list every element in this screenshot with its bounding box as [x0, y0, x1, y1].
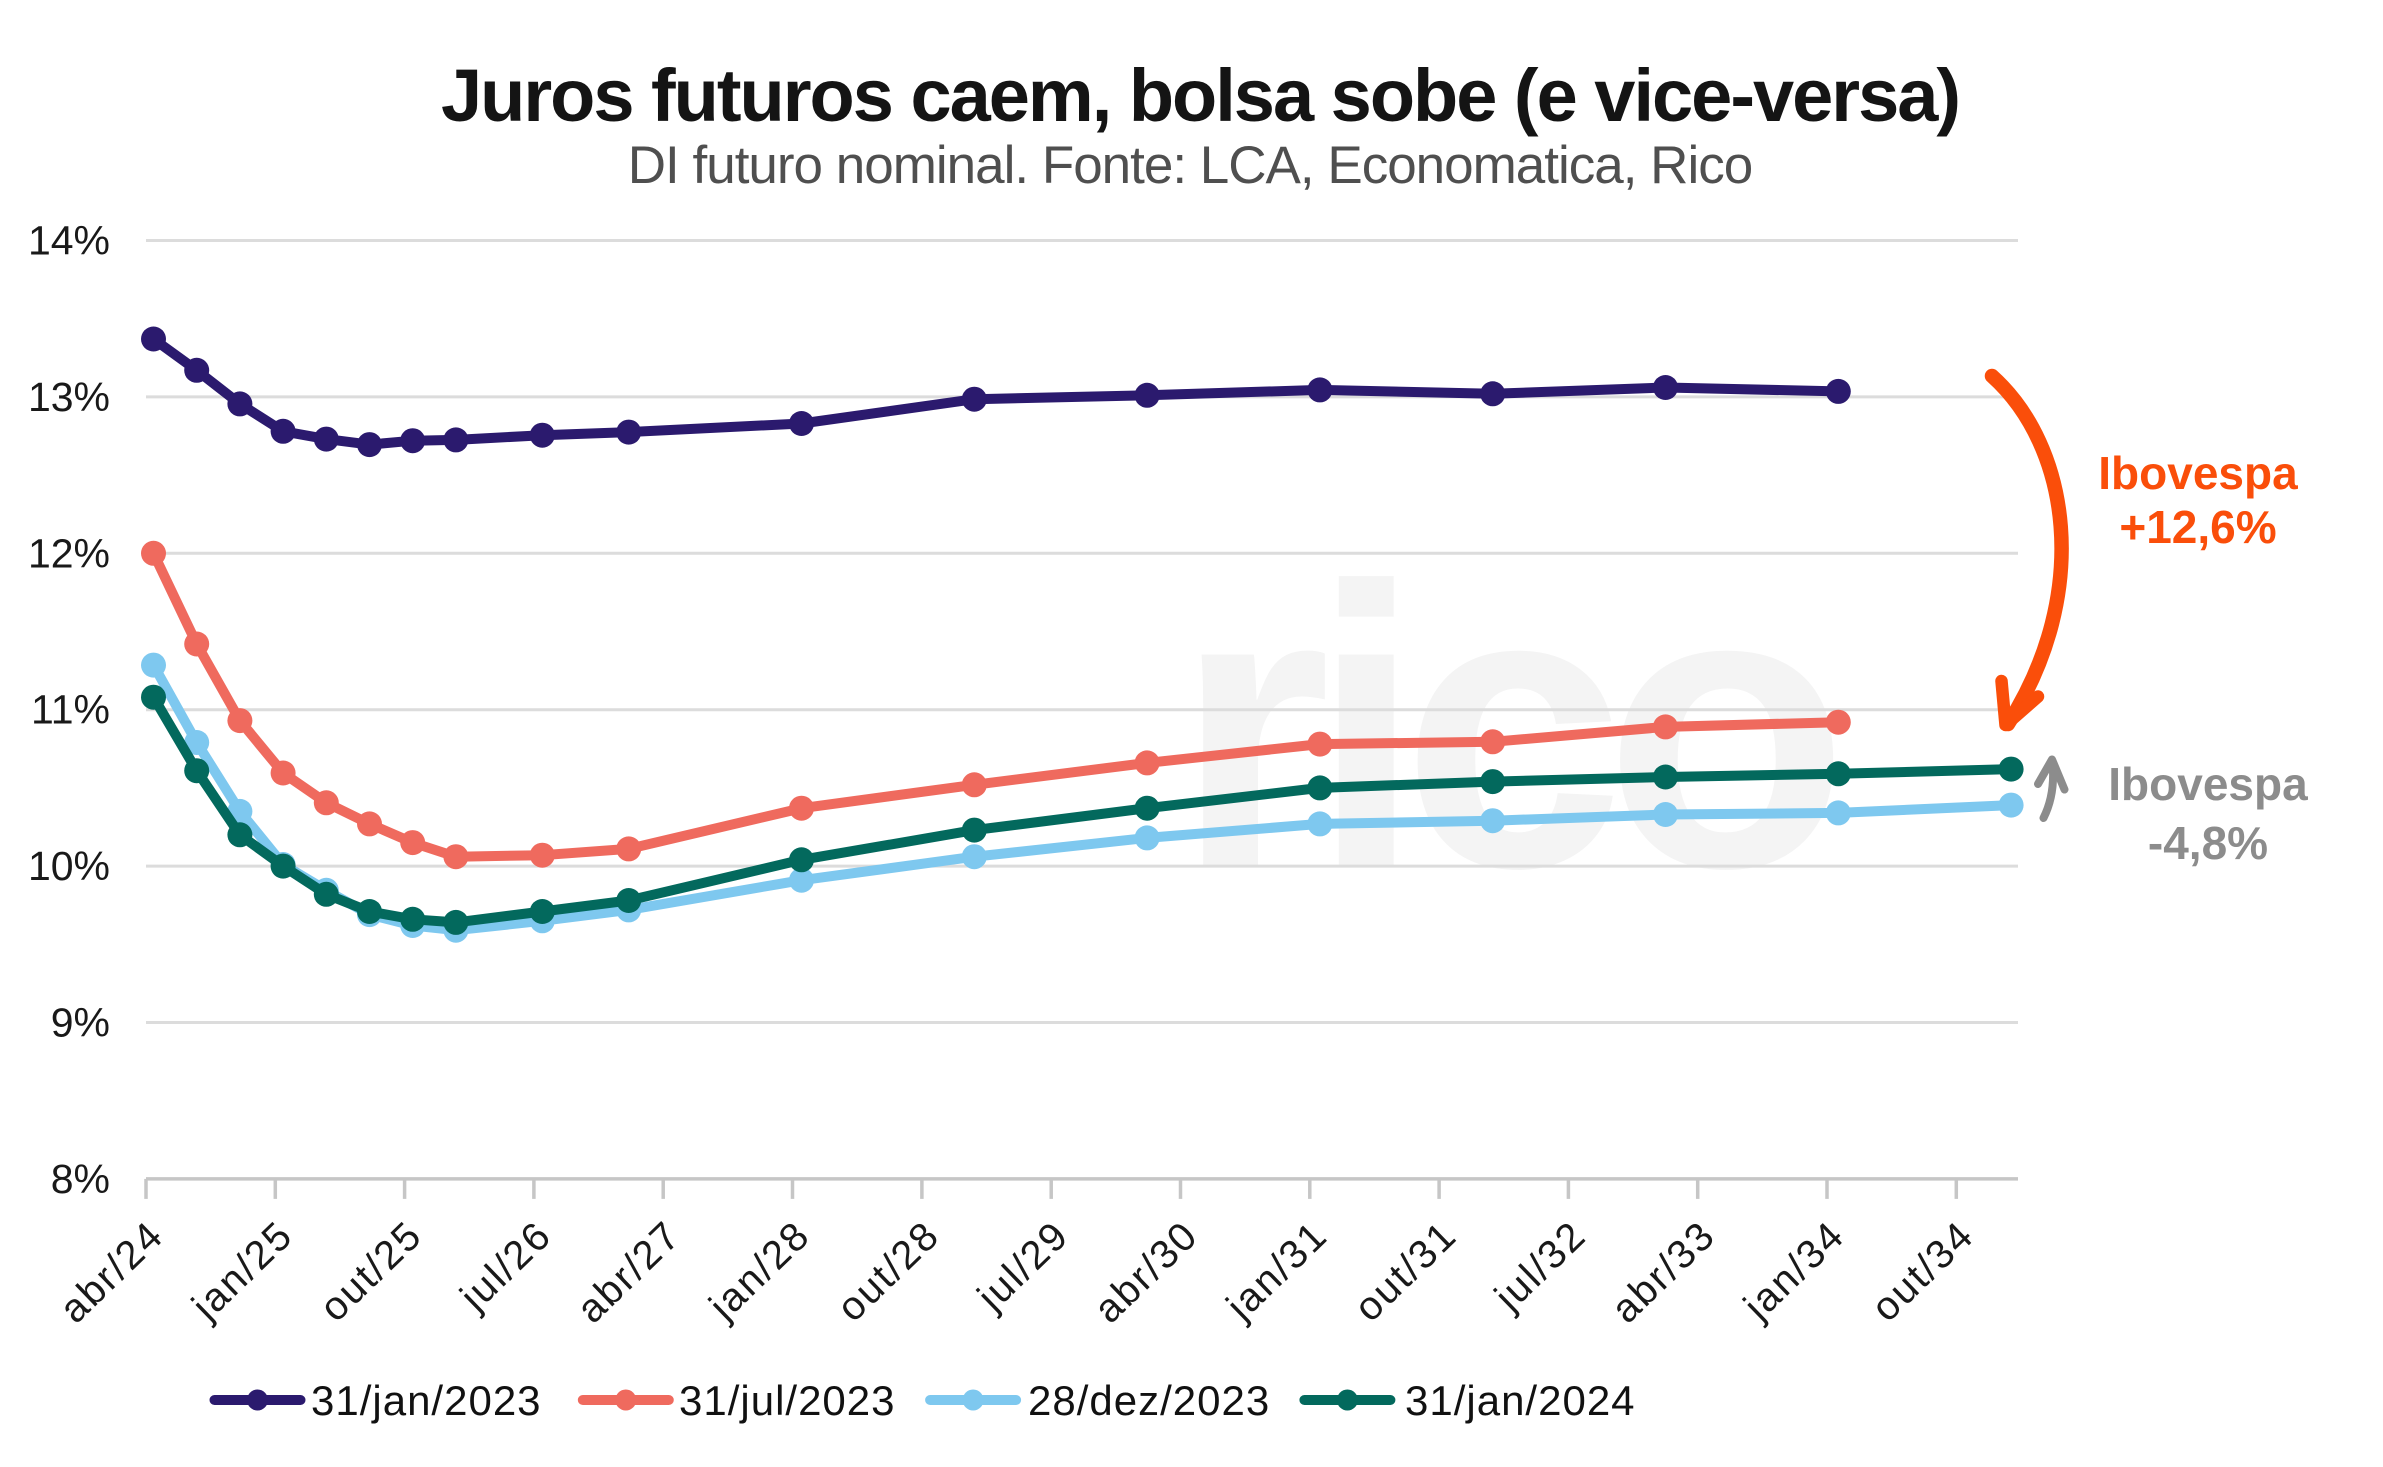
svg-text:31/jul/2023: 31/jul/2023 [679, 1377, 896, 1424]
svg-text:-4,8%: -4,8% [2148, 817, 2268, 869]
svg-text:12%: 12% [28, 530, 110, 576]
svg-text:Ibovespa: Ibovespa [2108, 758, 2308, 810]
svg-text:DI futuro nominal. Fonte: LCA,: DI futuro nominal. Fonte: LCA, Economati… [628, 136, 1752, 195]
svg-text:9%: 9% [51, 1000, 110, 1046]
svg-text:11%: 11% [31, 687, 110, 733]
svg-text:31/jan/2024: 31/jan/2024 [1405, 1377, 1636, 1424]
svg-text:Juros futuros caem, bolsa sobe: Juros futuros caem, bolsa sobe (e vice-v… [441, 54, 1959, 137]
svg-text:14%: 14% [28, 218, 110, 264]
svg-text:31/jan/2023: 31/jan/2023 [311, 1377, 542, 1424]
svg-text:28/dez/2023: 28/dez/2023 [1028, 1377, 1270, 1424]
svg-text:+12,6%: +12,6% [2119, 501, 2276, 553]
svg-text:13%: 13% [28, 374, 110, 420]
svg-text:10%: 10% [28, 843, 110, 889]
svg-text:Ibovespa: Ibovespa [2098, 447, 2298, 499]
svg-text:8%: 8% [51, 1156, 110, 1202]
